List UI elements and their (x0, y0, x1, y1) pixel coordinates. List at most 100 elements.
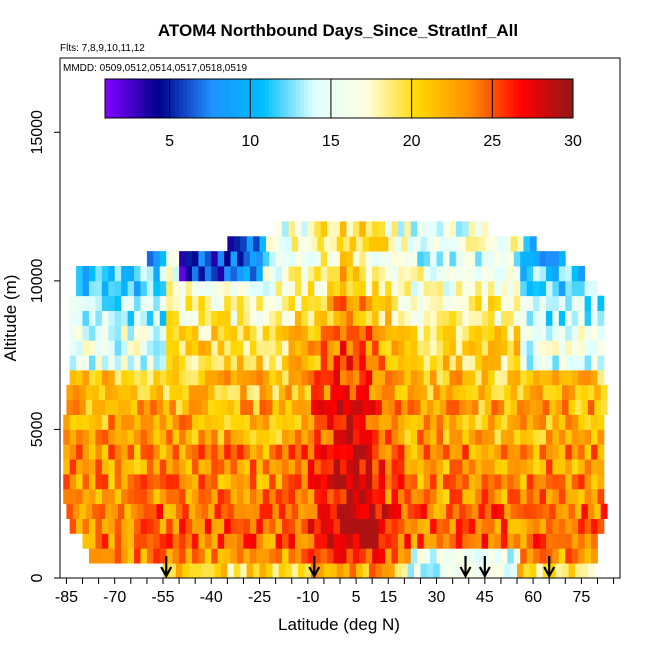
heatmap-cell (314, 370, 322, 386)
heatmap-cell (150, 503, 157, 519)
heatmap-cell (278, 563, 286, 578)
heatmap-cell (275, 310, 283, 326)
heatmap-cell (359, 355, 367, 371)
heatmap-cell (249, 310, 257, 326)
heatmap-cell (578, 444, 585, 460)
heatmap-cell (442, 266, 450, 282)
heatmap-cell (571, 459, 579, 475)
heatmap-cell (208, 399, 215, 415)
heatmap-cell (172, 295, 180, 311)
heatmap-cell (224, 266, 231, 282)
heatmap-cell (269, 370, 277, 386)
heatmap-cell (317, 563, 325, 578)
heatmap-cell (430, 370, 437, 386)
heatmap-cell (571, 370, 579, 386)
heatmap-cell (426, 563, 434, 578)
heatmap-cell (230, 295, 238, 311)
heatmap-cell (134, 340, 141, 356)
heatmap-cell (198, 266, 206, 282)
colorbar-segment (136, 79, 141, 118)
heatmap-cell (391, 280, 399, 297)
heatmap-cell (272, 399, 280, 415)
heatmap-cell (262, 266, 270, 282)
heatmap-cell (591, 370, 598, 386)
heatmap-cell (204, 414, 212, 430)
heatmap-cell (95, 488, 103, 505)
heatmap-cell (95, 310, 103, 326)
heatmap-cell (172, 310, 180, 326)
heatmap-cell (150, 399, 157, 415)
heatmap-cell (340, 355, 347, 371)
heatmap-cell (533, 251, 540, 267)
heatmap-cell (327, 488, 334, 505)
heatmap-cell (520, 459, 528, 475)
heatmap-cell (526, 518, 534, 534)
x-tick-label: -70 (103, 589, 126, 606)
heatmap-cell (436, 295, 444, 311)
heatmap-cell (340, 518, 347, 534)
heatmap-cell (497, 399, 505, 415)
heatmap-cell (111, 399, 119, 415)
heatmap-cell (227, 384, 235, 401)
heatmap-cell (169, 563, 177, 578)
heatmap-cell (356, 399, 363, 415)
heatmap-cell (449, 474, 457, 490)
heatmap-cell (574, 399, 582, 415)
colorbar-segment (475, 79, 480, 118)
heatmap-cell (410, 340, 418, 356)
heatmap-cell (294, 310, 302, 326)
heatmap-cell (95, 370, 103, 386)
heatmap-cell (423, 355, 431, 371)
heatmap-cell (513, 488, 521, 505)
heatmap-cell (169, 399, 177, 415)
heatmap-cell (311, 399, 318, 415)
heatmap-cell (285, 503, 293, 519)
heatmap-cell (594, 384, 602, 401)
heatmap-cell (571, 295, 579, 311)
heatmap-cell (352, 533, 360, 549)
y-tick-label: 0 (29, 573, 46, 582)
heatmap-cell (536, 563, 544, 578)
heatmap-cell (101, 414, 109, 430)
heatmap-cell (565, 266, 573, 282)
heatmap-cell (146, 548, 154, 564)
heatmap-cell (230, 251, 238, 267)
colorbar-segment (112, 79, 118, 118)
heatmap-cell (294, 488, 302, 505)
heatmap-cell (484, 236, 492, 252)
heatmap-cell (211, 310, 219, 326)
colorbar-segment (479, 79, 484, 118)
heatmap-cell (442, 370, 450, 386)
heatmap-cell (204, 280, 212, 297)
heatmap-cell (526, 355, 534, 371)
heatmap-cell (224, 459, 231, 475)
heatmap-cell (365, 429, 373, 445)
heatmap-cell (76, 355, 83, 371)
heatmap-cell (95, 325, 103, 341)
heatmap-cell (314, 518, 322, 534)
heatmap-cell (114, 340, 122, 356)
colorbar-segment (487, 79, 492, 118)
heatmap-cell (172, 414, 180, 430)
heatmap-cell (101, 488, 109, 505)
heatmap-cell (269, 266, 277, 282)
heatmap-cell (294, 444, 302, 460)
heatmap-cell (262, 518, 270, 534)
heatmap-cell (526, 370, 534, 386)
heatmap-cell (340, 444, 347, 460)
colorbar-segment (272, 79, 278, 118)
heatmap-cell (76, 518, 83, 534)
heatmap-cell (513, 518, 521, 534)
heatmap-cell (198, 488, 206, 505)
heatmap-cell (504, 563, 511, 578)
heatmap-cell (198, 548, 206, 564)
heatmap-cell (333, 370, 341, 386)
heatmap-cell (468, 370, 476, 386)
heatmap-cell (526, 459, 534, 475)
x-axis: -85 -70 -55 -40 -25 -10 5 15 30 45 60 75 (55, 578, 615, 606)
heatmap-cell (243, 518, 251, 534)
heatmap-cell (153, 370, 161, 386)
heatmap-cell (95, 444, 103, 460)
heatmap-cell (237, 325, 244, 341)
heatmap-cell (153, 533, 161, 549)
